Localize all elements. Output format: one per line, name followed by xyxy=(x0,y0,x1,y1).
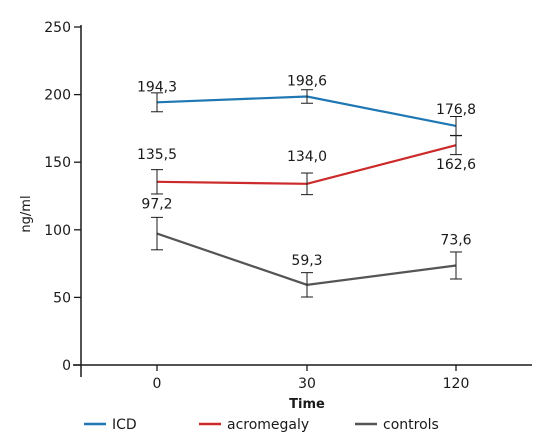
data-label: 135,5 xyxy=(137,147,177,163)
y-axis-ticks: 0 50 100 150 200 250 xyxy=(44,20,81,374)
data-label: 198,6 xyxy=(287,73,327,89)
error-bar xyxy=(151,169,163,195)
legend-label: ICD xyxy=(112,417,137,433)
data-label: 134,0 xyxy=(287,149,327,165)
x-tick-label: 120 xyxy=(443,376,470,392)
x-tick-label: 30 xyxy=(298,376,316,392)
legend-item-icd: ICD xyxy=(84,417,137,433)
x-tick-label: 0 xyxy=(153,376,162,392)
legend-item-acromegaly: acromegaly xyxy=(199,417,309,433)
y-tick-label: 200 xyxy=(44,88,71,104)
legend-label: acromegaly xyxy=(227,417,309,433)
data-label: 162,6 xyxy=(436,157,476,173)
x-axis-ticks: 0 30 120 xyxy=(153,365,470,392)
data-label: 59,3 xyxy=(291,253,322,269)
data-label: 176,8 xyxy=(436,102,476,118)
series-group: 194,3 198,6 176,8 135,5 134,0 162,6 97,2 59,3 73… xyxy=(137,73,476,298)
series-icd: 194,3 198,6 176,8 xyxy=(137,73,476,136)
series-controls: 97,2 59,3 73,6 xyxy=(141,197,472,298)
data-label: 194,3 xyxy=(137,79,177,95)
legend: ICD acromegaly controls xyxy=(84,417,439,433)
error-bar xyxy=(450,251,462,280)
error-bar xyxy=(301,89,313,104)
y-axis-label: ng/ml xyxy=(19,195,34,232)
y-tick-label: 100 xyxy=(44,223,71,239)
data-label: 73,6 xyxy=(440,232,471,248)
series-acromegaly: 135,5 134,0 162,6 xyxy=(137,135,476,196)
x-axis-label: Time xyxy=(289,397,325,412)
error-bar xyxy=(450,135,462,156)
legend-item-controls: controls xyxy=(355,417,439,433)
y-tick-label: 50 xyxy=(53,290,71,306)
legend-label: controls xyxy=(383,417,439,433)
error-bar xyxy=(151,92,163,113)
y-tick-label: 150 xyxy=(44,155,71,171)
y-tick-label: 250 xyxy=(44,20,71,36)
data-label: 97,2 xyxy=(141,197,172,213)
error-bar xyxy=(151,216,163,251)
error-bar xyxy=(301,272,313,298)
y-tick-label: 0 xyxy=(62,358,71,374)
error-bar xyxy=(301,172,313,196)
